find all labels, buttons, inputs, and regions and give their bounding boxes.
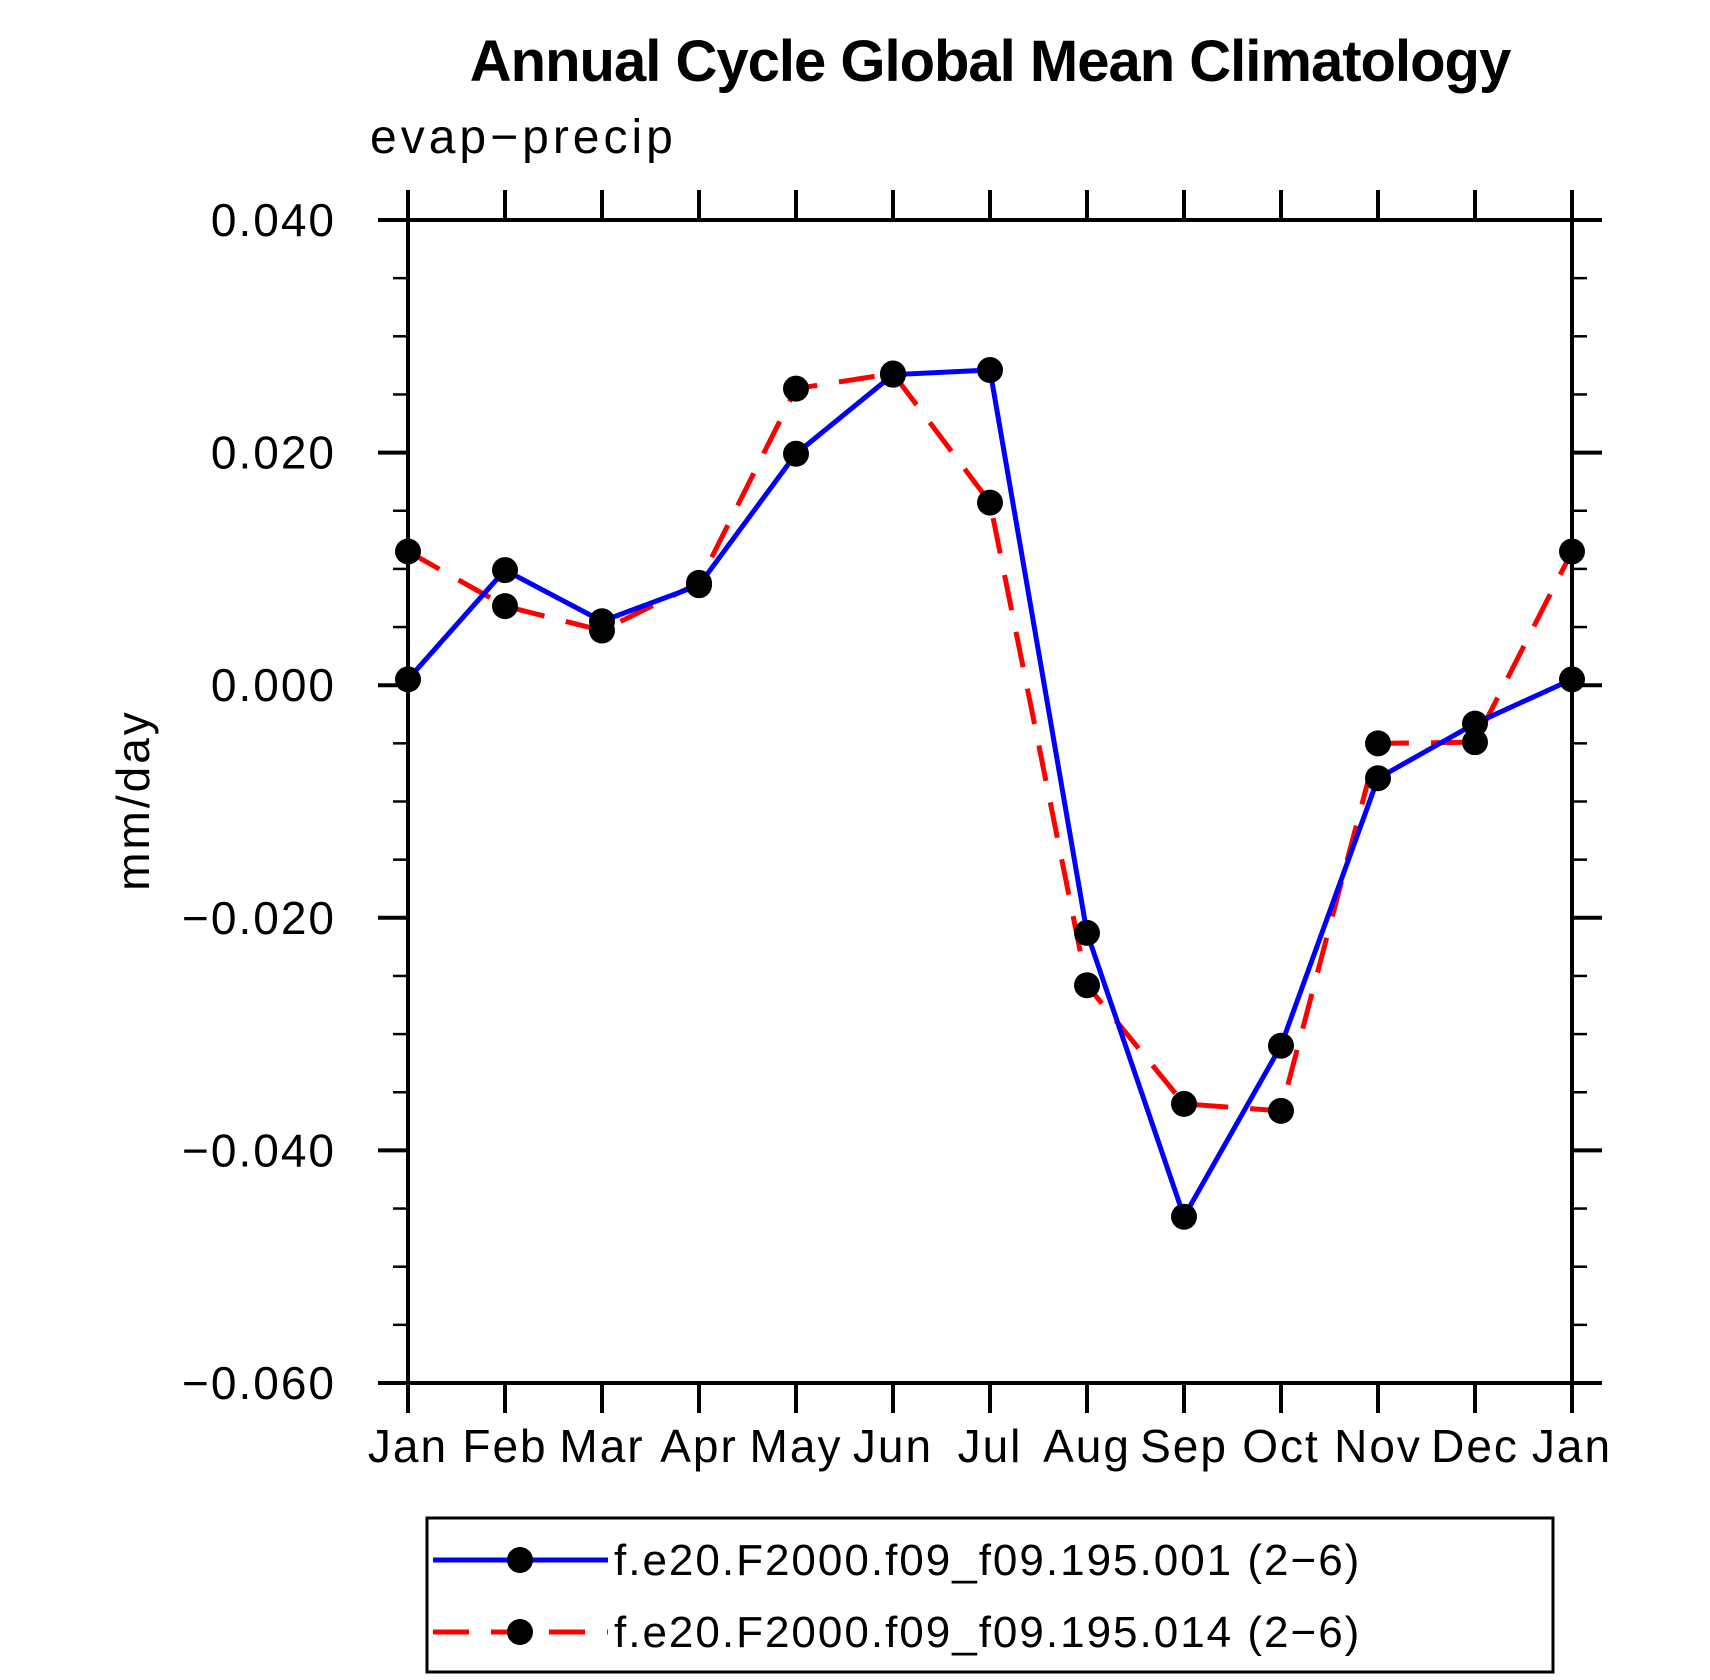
chart-subtitle: evap−precip xyxy=(370,111,677,164)
data-point-marker xyxy=(1462,710,1488,737)
x-tick-label: Dec xyxy=(1431,1420,1519,1472)
data-point-marker xyxy=(1559,666,1585,693)
x-tick-label: Oct xyxy=(1242,1420,1320,1472)
legend-marker xyxy=(507,1547,533,1573)
x-tick-label: May xyxy=(750,1420,843,1472)
data-point-marker xyxy=(492,593,518,620)
data-point-marker xyxy=(783,375,809,402)
x-tick-label: Mar xyxy=(559,1420,644,1472)
chart-title: Annual Cycle Global Mean Climatology xyxy=(469,29,1511,94)
x-tick-label: Nov xyxy=(1334,1420,1422,1472)
legend-marker xyxy=(507,1619,533,1645)
data-point-marker xyxy=(1171,1203,1197,1230)
data-point-marker xyxy=(1559,538,1585,565)
plot-frame xyxy=(406,218,1574,1385)
data-point-marker xyxy=(977,357,1003,384)
legend-label: f.e20.F2000.f09_f09.195.014 (2−6) xyxy=(614,1608,1361,1657)
series-line-dashed xyxy=(406,370,1575,1114)
data-point-marker xyxy=(1268,1032,1294,1059)
x-tick-label: Jan xyxy=(368,1420,448,1472)
x-tick-label: Jun xyxy=(853,1420,933,1472)
y-tick-label: −0.040 xyxy=(182,1124,336,1176)
x-tick-label: Feb xyxy=(462,1420,547,1472)
y-tick-label: 0.020 xyxy=(211,427,336,479)
y-tick-label: 0.040 xyxy=(211,194,336,246)
data-point-marker xyxy=(492,557,518,584)
data-point-marker xyxy=(783,440,809,467)
data-point-marker xyxy=(1268,1097,1294,1124)
y-tick-label: −0.060 xyxy=(182,1357,336,1409)
data-point-marker xyxy=(1171,1090,1197,1117)
legend-box xyxy=(425,1516,1555,1674)
data-point-marker xyxy=(1462,729,1488,756)
data-point-marker xyxy=(589,617,615,644)
x-tick-label: Jan xyxy=(1532,1420,1612,1472)
x-tick-label: Aug xyxy=(1043,1420,1131,1472)
data-point-marker xyxy=(880,360,906,387)
x-tick-label: Jul xyxy=(958,1420,1023,1472)
y-tick-label: −0.020 xyxy=(182,892,336,944)
y-tick-label: 0.000 xyxy=(211,659,336,711)
data-point-marker xyxy=(395,666,421,693)
x-tick-label: Sep xyxy=(1140,1420,1228,1472)
data-point-marker xyxy=(1365,730,1391,757)
x-tick-label: Apr xyxy=(660,1420,738,1472)
data-point-marker xyxy=(1365,765,1391,792)
data-point-marker xyxy=(1074,919,1100,946)
legend-label: f.e20.F2000.f09_f09.195.001 (2−6) xyxy=(614,1536,1361,1585)
data-point-marker xyxy=(686,569,712,596)
data-point-marker xyxy=(395,538,421,565)
data-point-marker xyxy=(1074,972,1100,999)
data-point-marker xyxy=(977,489,1003,516)
